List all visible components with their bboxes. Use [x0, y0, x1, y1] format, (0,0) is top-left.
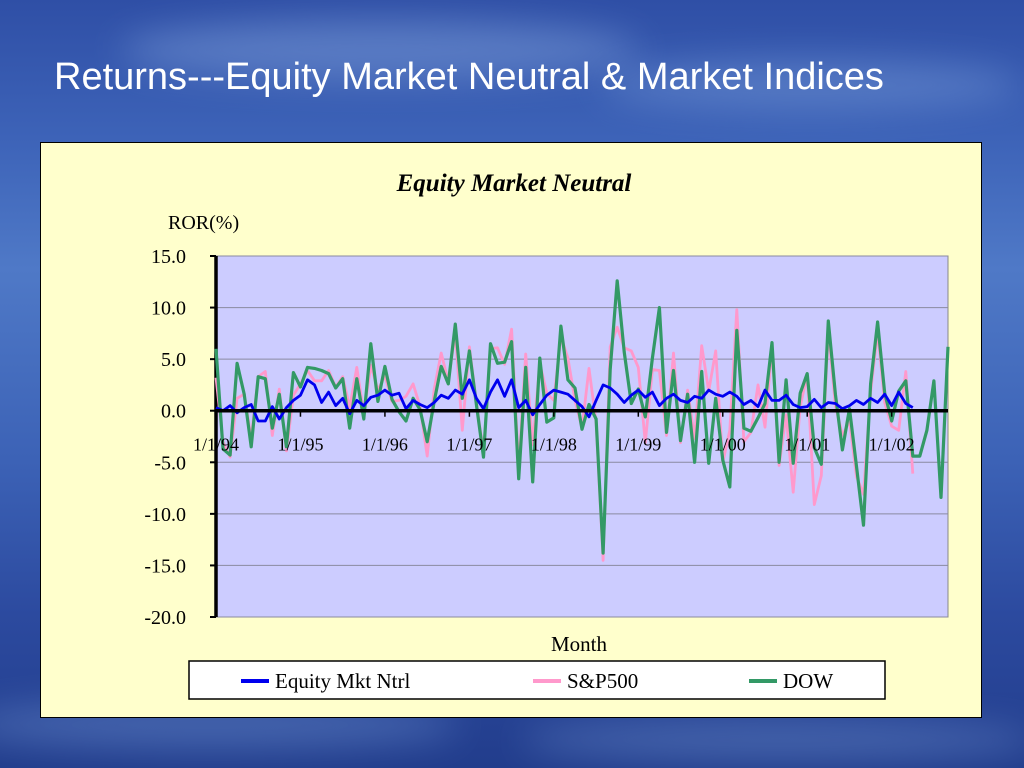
x-tick-label: 1/1/94: [193, 435, 239, 455]
plot-area: [215, 255, 949, 618]
line-chart: Equity Market Neutral ROR(%) Month 15.0 1…: [144, 170, 950, 700]
y-tick-label: -15.0: [144, 555, 186, 577]
y-tick-label: 10.0: [151, 298, 186, 320]
x-tick-label: 1/1/96: [362, 435, 408, 455]
x-tick-label: 1/1/97: [446, 435, 492, 455]
series-line-equity-mkt-ntrl: [215, 378, 914, 423]
background-swirl: [600, 60, 1020, 110]
chart-frame: Equity Market Neutral ROR(%) Month 15.0 1…: [40, 142, 982, 718]
x-tick-label: 1/1/95: [277, 435, 323, 455]
y-tick-label: -5.0: [154, 452, 186, 474]
x-tick-label: 1/1/01: [784, 435, 830, 455]
background-swirl: [120, 20, 640, 80]
slide-title: Returns---Equity Market Neutral & Market…: [54, 56, 884, 98]
y-axis-label: ROR(%): [168, 212, 239, 234]
x-tick-label: 1/1/98: [531, 435, 577, 455]
legend-label: S&P500: [567, 669, 638, 693]
y-tick-label: -10.0: [144, 504, 186, 526]
y-tick-label: -20.0: [144, 607, 186, 629]
y-tick-label: 15.0: [151, 246, 186, 268]
series-line-dow: [214, 279, 950, 555]
legend-label: Equity Mkt Ntrl: [275, 669, 410, 693]
x-tick-label: 1/1/00: [700, 435, 746, 455]
y-tick-label: 0.0: [161, 401, 186, 423]
background-swirl: [520, 720, 1024, 760]
legend-label: DOW: [783, 669, 833, 693]
x-tick-label: 1/1/99: [615, 435, 661, 455]
x-tick-label: 1/1/02: [869, 435, 915, 455]
chart-title: Equity Market Neutral: [396, 170, 632, 197]
x-axis-label: Month: [551, 632, 608, 656]
y-tick-label: 5.0: [161, 349, 186, 371]
